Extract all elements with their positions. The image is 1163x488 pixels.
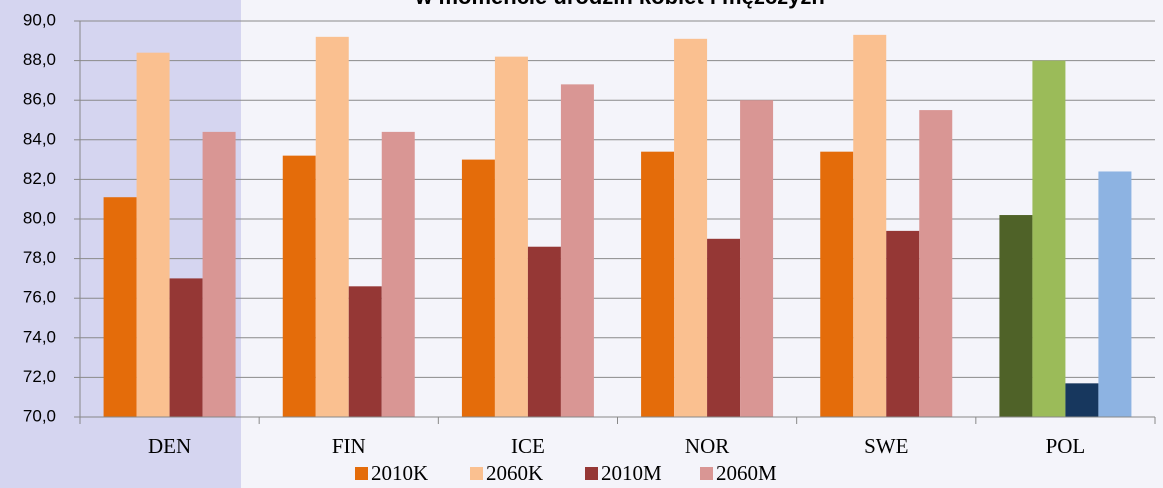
legend-label: 2010K	[371, 461, 428, 485]
y-tick-label: 90,0	[23, 10, 56, 29]
y-tick-label: 86,0	[23, 90, 56, 109]
bar	[641, 151, 675, 417]
bar	[886, 230, 920, 417]
bar	[740, 100, 774, 417]
bar	[707, 238, 741, 417]
y-tick-label: 78,0	[23, 248, 56, 267]
bar	[202, 131, 236, 417]
y-tick-label: 80,0	[23, 208, 56, 227]
legend-swatch	[355, 467, 368, 480]
bar	[853, 34, 887, 418]
bar	[1098, 171, 1132, 417]
bar	[527, 246, 561, 417]
x-tick-label: NOR	[685, 434, 729, 458]
y-tick-label: 74,0	[23, 327, 56, 346]
legend-swatch	[700, 467, 713, 480]
y-tick-label: 70,0	[23, 406, 56, 425]
bar	[348, 286, 382, 417]
y-tick-label: 88,0	[23, 50, 56, 69]
legend-label: 2060M	[716, 461, 777, 485]
y-tick-label: 72,0	[23, 367, 56, 386]
y-tick-label: 76,0	[23, 288, 56, 307]
bar	[461, 159, 495, 417]
y-tick-label: 84,0	[23, 129, 56, 148]
bar	[136, 52, 170, 418]
x-tick-label: SWE	[864, 434, 908, 458]
y-tick-label: 82,0	[23, 169, 56, 188]
x-tick-label: ICE	[511, 434, 545, 458]
x-tick-label: FIN	[332, 434, 366, 458]
x-tick-label: DEN	[148, 434, 191, 458]
bar	[1065, 383, 1099, 417]
bar	[560, 84, 594, 418]
bar	[494, 56, 528, 417]
bar	[674, 38, 708, 417]
bar	[999, 215, 1033, 417]
bar	[315, 36, 349, 418]
bar	[282, 155, 316, 417]
x-tick-label: POL	[1046, 434, 1086, 458]
legend-label: 2010M	[601, 461, 662, 485]
bar	[103, 197, 137, 417]
bar	[1032, 60, 1066, 417]
legend-swatch	[585, 467, 598, 480]
chart-title: w momencie urodzin kobiet i mężczyzn	[414, 0, 825, 9]
bar	[169, 278, 203, 417]
legend-label: 2060K	[486, 461, 543, 485]
bar	[820, 151, 854, 417]
bar	[919, 110, 953, 417]
bar	[381, 131, 415, 417]
legend-swatch	[470, 467, 483, 480]
